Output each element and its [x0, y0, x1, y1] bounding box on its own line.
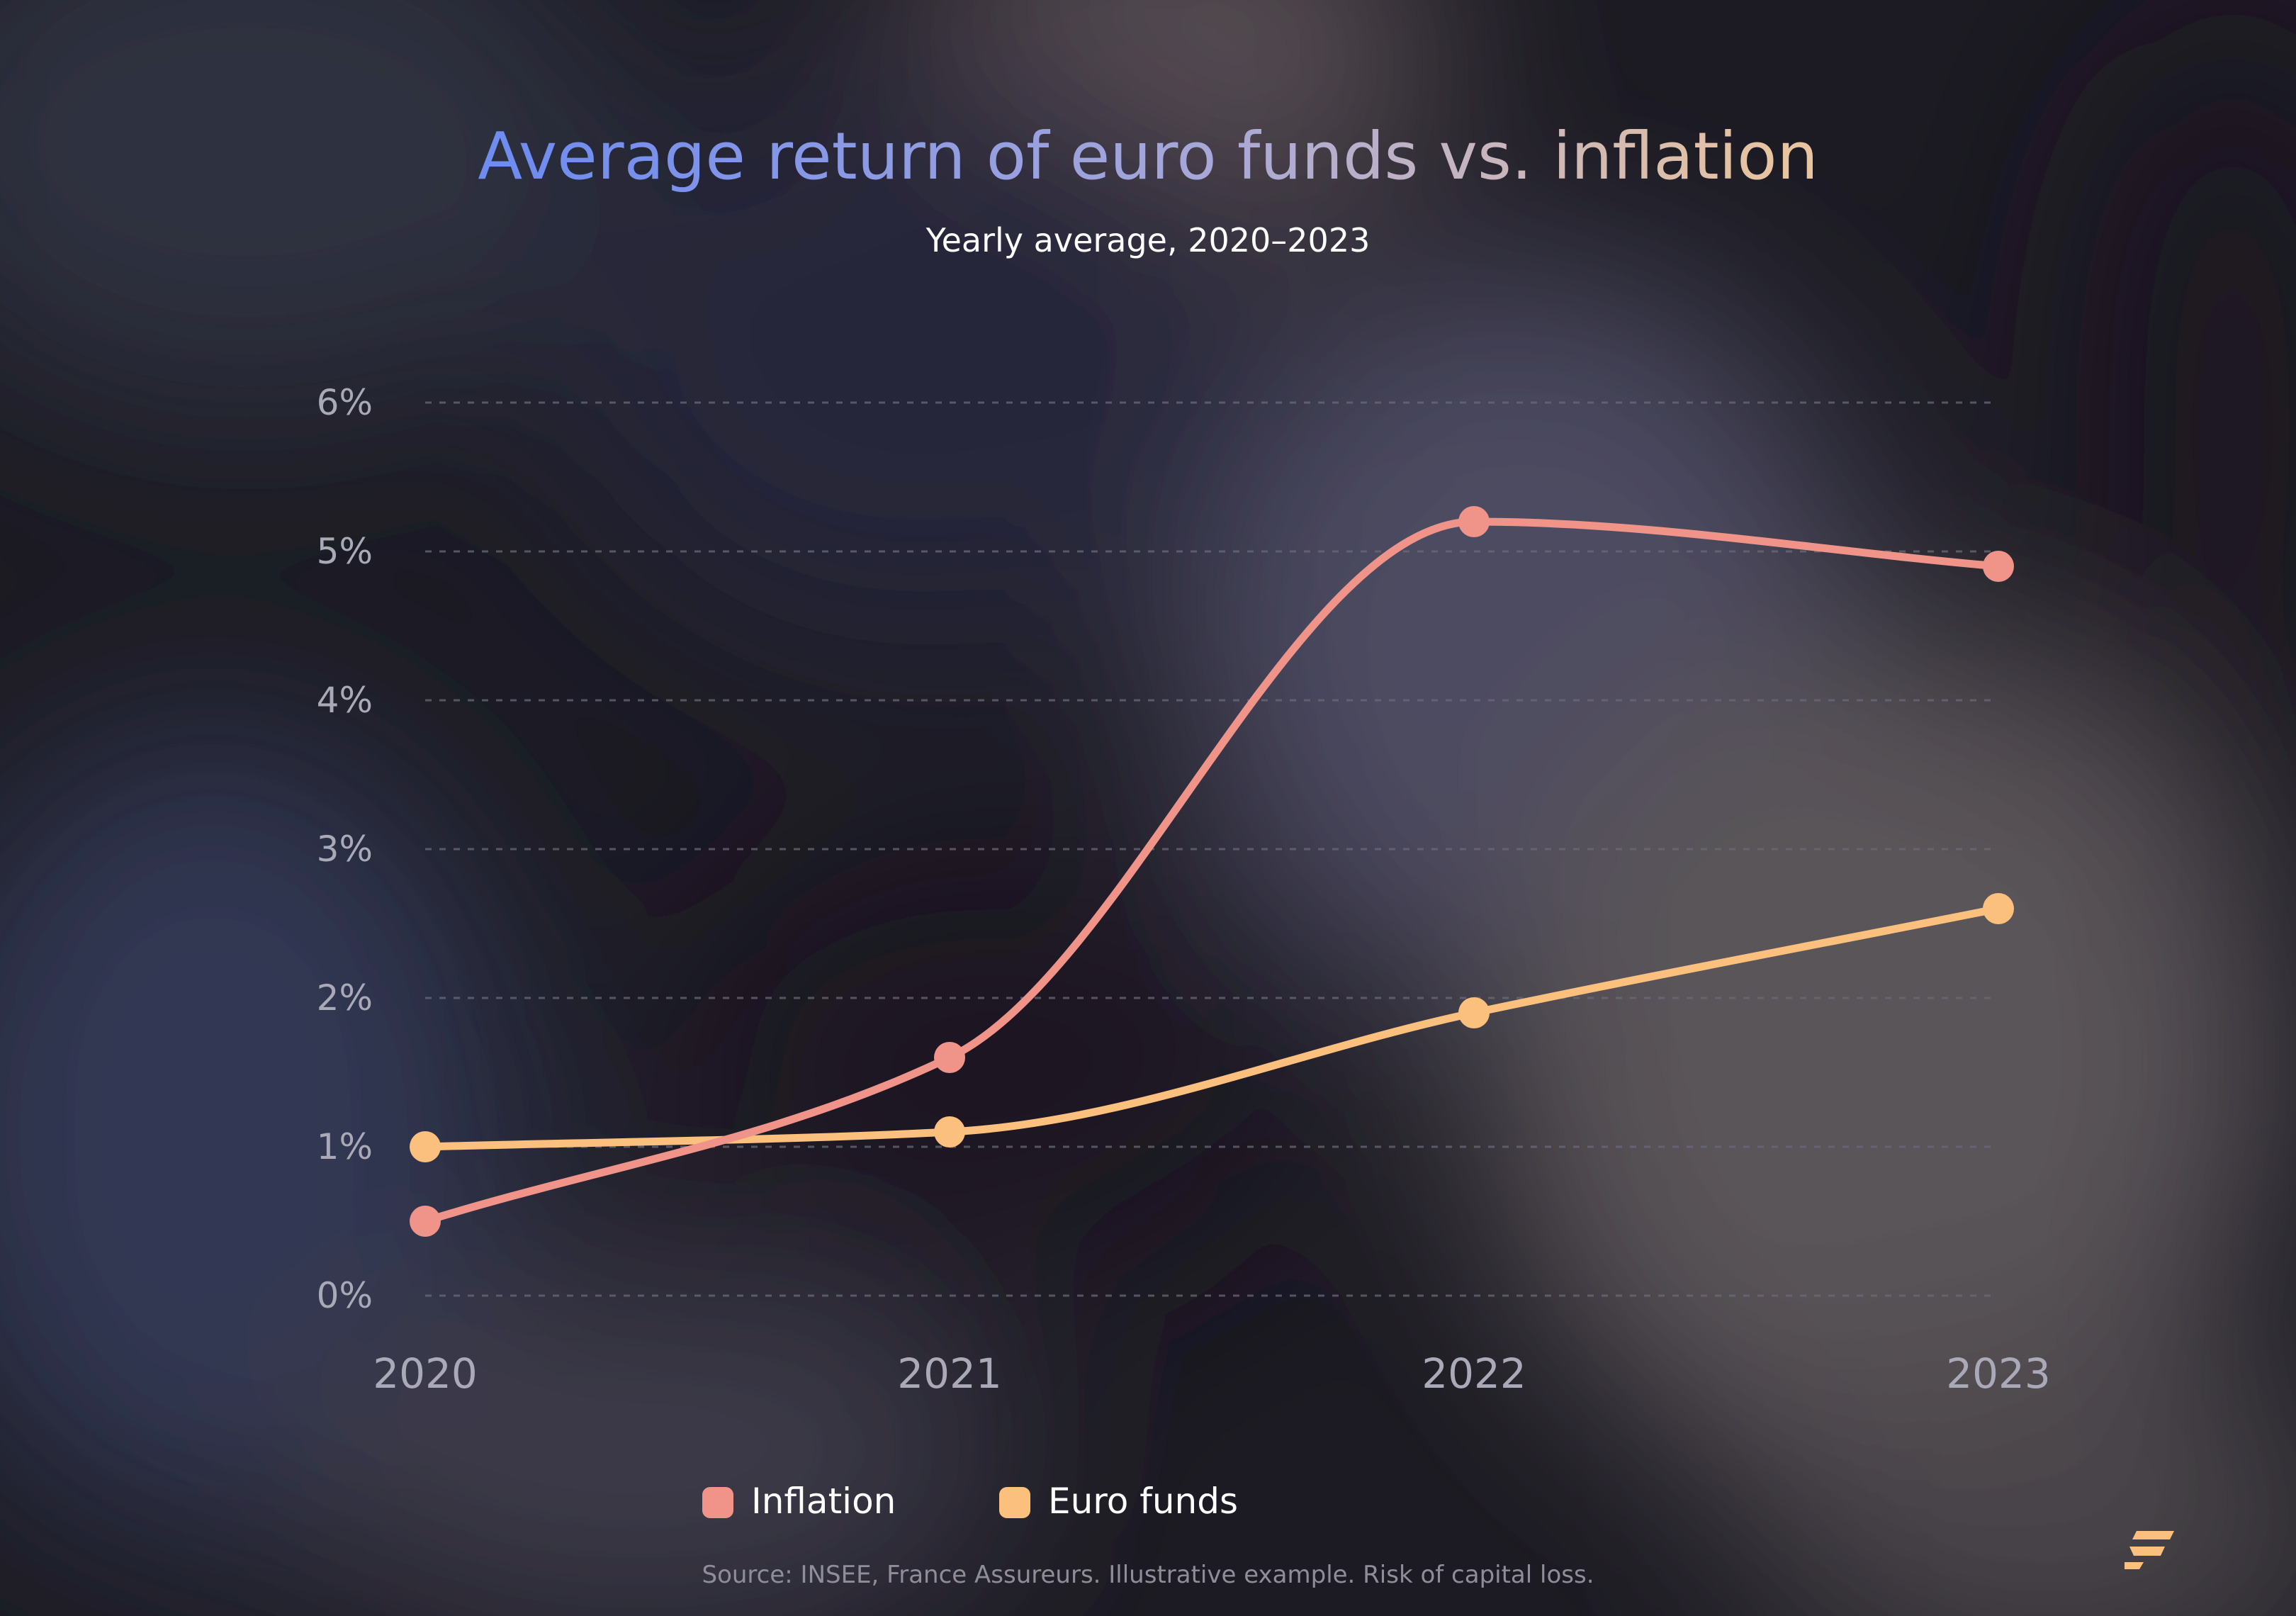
data-point-euro-funds	[1458, 997, 1490, 1028]
series-lines	[421, 517, 2003, 1225]
x-axis-ticks: 2020 2021 2022 2023	[373, 1350, 2051, 1398]
series-points	[410, 506, 2014, 1237]
x-tick-label: 2022	[1422, 1350, 1526, 1398]
data-point-inflation	[410, 1206, 441, 1237]
y-tick-label: 6%	[317, 382, 373, 423]
legend-swatch-euro-funds	[999, 1487, 1030, 1518]
x-tick-label: 2020	[373, 1350, 478, 1398]
series-line-euro-funds	[421, 904, 2003, 1151]
grid-lines	[425, 401, 1998, 1297]
data-point-euro-funds	[410, 1131, 441, 1162]
brand-logo-icon	[2125, 1531, 2174, 1569]
legend-label-inflation: Inflation	[751, 1481, 896, 1522]
chart-subtitle: Yearly average, 2020–2023	[925, 221, 1371, 259]
x-tick-label: 2021	[897, 1350, 1002, 1398]
data-point-inflation	[1458, 506, 1490, 537]
data-point-euro-funds	[934, 1116, 965, 1148]
y-axis-ticks: 0% 1% 2% 3% 4% 5% 6%	[317, 382, 373, 1316]
y-tick-label: 4%	[317, 680, 373, 721]
data-point-inflation	[934, 1042, 965, 1073]
source-note: Source: INSEE, France Assureurs. Illustr…	[702, 1561, 1594, 1589]
data-point-euro-funds	[1983, 893, 2014, 924]
y-tick-label: 5%	[317, 531, 373, 572]
series-line-inflation	[421, 517, 2003, 1225]
y-tick-label: 1%	[317, 1126, 373, 1167]
x-tick-label: 2023	[1946, 1350, 2051, 1398]
legend-swatch-inflation	[702, 1487, 733, 1518]
legend-label-euro-funds: Euro funds	[1048, 1481, 1238, 1522]
y-tick-label: 2%	[317, 977, 373, 1019]
data-point-inflation	[1983, 551, 2014, 582]
chart-title: Average return of euro funds vs. inflati…	[478, 118, 1818, 194]
y-tick-label: 3%	[317, 829, 373, 870]
y-tick-label: 0%	[317, 1275, 373, 1316]
legend: Inflation Euro funds	[702, 1481, 1238, 1522]
